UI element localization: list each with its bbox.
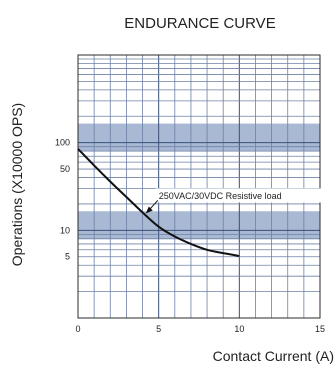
- x-tick-label: 15: [315, 324, 325, 334]
- annotation-text: 250VAC/30VDC Resistive load: [159, 191, 282, 201]
- x-tick-label: 10: [234, 324, 244, 334]
- chart-title: ENDURANCE CURVE: [124, 15, 275, 32]
- grid-lines: [78, 55, 320, 318]
- y-axis-label: Operations (X10000 OPS): [9, 103, 25, 266]
- x-tick-labels: 0 5 10 15: [75, 324, 325, 334]
- shaded-bands: [78, 123, 320, 239]
- x-axis-label: Contact Current (A): [213, 348, 334, 364]
- x-tick-label: 0: [75, 324, 80, 334]
- y-tick-label: 100: [55, 138, 70, 148]
- y-tick-label: 10: [60, 225, 70, 235]
- plot-frame: [77, 54, 321, 319]
- y-tick-labels: 100 50 10 5: [55, 138, 70, 262]
- x-tick-label: 5: [156, 324, 161, 334]
- y-tick-label: 50: [60, 164, 70, 174]
- y-tick-label: 5: [65, 252, 70, 262]
- annotation-box: [155, 188, 324, 203]
- endurance-curve-line: [77, 148, 240, 257]
- annotation-arrowhead: [145, 206, 153, 214]
- curve-annotation: 250VAC/30VDC Resistive load: [145, 188, 324, 214]
